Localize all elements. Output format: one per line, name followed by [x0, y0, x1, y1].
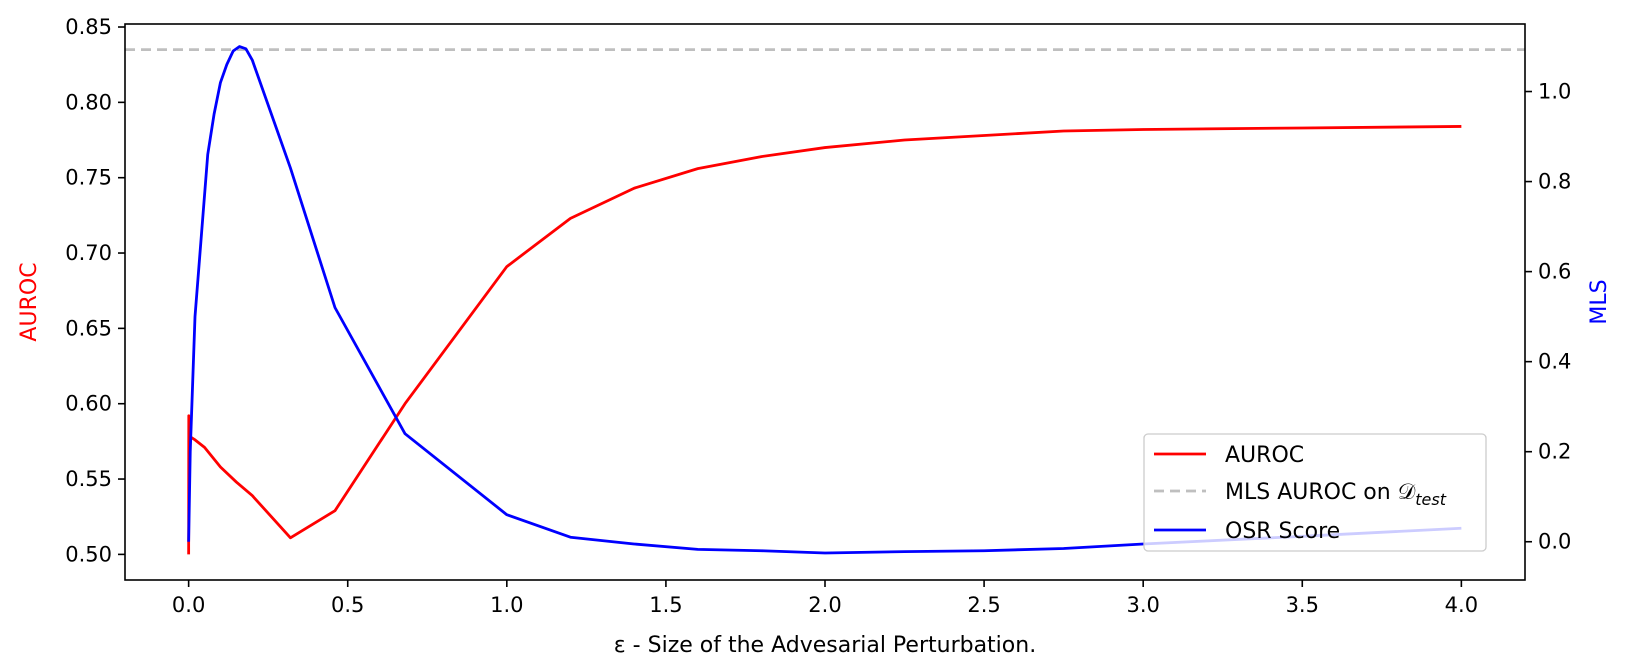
x-tick-label: 3.0 [1126, 593, 1159, 617]
y-left-tick-label: 0.55 [65, 467, 112, 491]
y-left-tick-label: 0.50 [65, 542, 112, 566]
x-tick-label: 4.0 [1445, 593, 1478, 617]
y-ticks-left: 0.50 0.55 0.60 0.65 0.70 0.75 0.80 0.85 [65, 15, 125, 566]
y-left-tick-label: 0.85 [65, 15, 112, 39]
y-left-tick-label: 0.80 [65, 90, 112, 114]
x-tick-label: 2.5 [967, 593, 1000, 617]
x-ticks: 0.0 0.5 1.0 1.5 2.0 2.5 3.0 3.5 4.0 [172, 580, 1478, 617]
x-tick-label: 0.5 [331, 593, 364, 617]
y-axis-right-label: MLS [1587, 279, 1612, 324]
y-left-tick-label: 0.75 [65, 166, 112, 190]
x-tick-label: 1.5 [649, 593, 682, 617]
legend-label-osr-score: OSR Score [1225, 519, 1340, 544]
series-line-osr-score [187, 45, 1462, 555]
series-layer [125, 45, 1525, 555]
x-tick-label: 2.0 [808, 593, 841, 617]
legend-label-mls-subscript: test [1415, 490, 1446, 509]
legend-label-auroc: AUROC [1225, 443, 1304, 468]
y-right-tick-label: 1.0 [1538, 80, 1571, 104]
y-right-tick-label: 0.0 [1538, 530, 1571, 554]
y-right-tick-label: 0.2 [1538, 440, 1571, 464]
legend: AUROC MLS AUROC on 𝒟test OSR Score [1143, 433, 1487, 552]
x-tick-label: 3.5 [1286, 593, 1319, 617]
legend-box [1143, 433, 1487, 552]
y-left-tick-label: 0.60 [65, 392, 112, 416]
x-tick-label: 1.0 [490, 593, 523, 617]
y-right-tick-label: 0.4 [1538, 350, 1571, 374]
y-left-tick-label: 0.65 [65, 316, 112, 340]
x-axis-label: ε - Size of the Advesarial Perturbation. [614, 633, 1036, 658]
y-right-tick-label: 0.8 [1538, 170, 1571, 194]
legend-label-mls-auroc: MLS AUROC on 𝒟test [1225, 480, 1447, 509]
y-ticks-right: 0.0 0.2 0.4 0.6 0.8 1.0 [1525, 80, 1571, 554]
x-tick-label: 0.0 [172, 593, 205, 617]
legend-label-mls-main: MLS AUROC on 𝒟 [1225, 480, 1416, 505]
series-line-auroc [187, 125, 1462, 555]
y-left-tick-label: 0.70 [65, 241, 112, 265]
y-axis-left-label: AUROC [17, 262, 42, 341]
y-right-tick-label: 0.6 [1538, 260, 1571, 284]
